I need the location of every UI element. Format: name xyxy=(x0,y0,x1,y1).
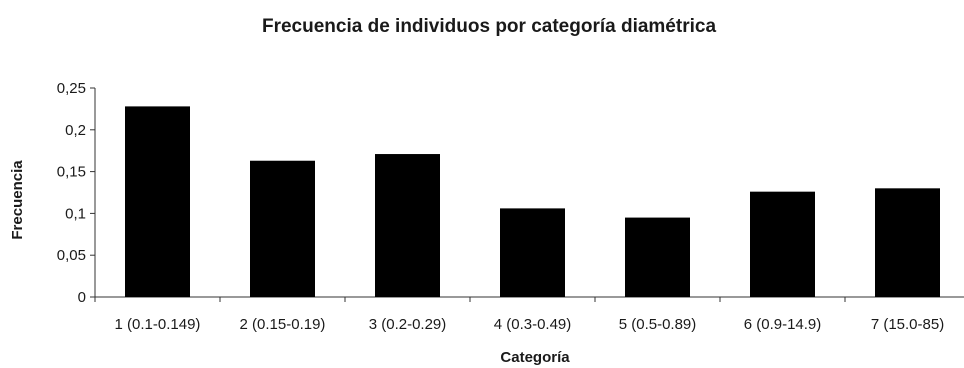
y-tick-label: 0,2 xyxy=(65,122,86,139)
y-tick-label: 0,15 xyxy=(57,164,86,181)
y-axis-title: Frecuencia xyxy=(9,160,26,240)
y-tick-label: 0,1 xyxy=(65,205,86,222)
x-tick-label: 1 (0.1-0.149) xyxy=(115,316,201,333)
x-axis-title: Categoría xyxy=(500,349,570,366)
bar xyxy=(875,188,940,297)
y-axis-ticks: 0 0,05 0,1 0,15 0,2 0,25 xyxy=(57,80,95,306)
x-tick-label: 5 (0.5-0.89) xyxy=(619,316,697,333)
y-tick-label: 0,05 xyxy=(57,247,86,264)
chart-title: Frecuencia de individuos por categoría d… xyxy=(262,16,716,37)
bar xyxy=(625,217,690,297)
x-tick-label: 6 (0.9-14.9) xyxy=(744,316,822,333)
bar-series xyxy=(125,106,940,297)
y-tick-label: 0,25 xyxy=(57,80,86,97)
y-tick-label: 0 xyxy=(78,289,86,306)
x-axis-ticks xyxy=(94,297,846,302)
bar xyxy=(250,160,315,297)
x-axis-tick-labels: 1 (0.1-0.149) 2 (0.15-0.19) 3 (0.2-0.29) 4 … xyxy=(115,316,945,333)
bar xyxy=(375,154,440,297)
x-tick-label: 3 (0.2-0.29) xyxy=(369,316,447,333)
x-tick-label: 2 (0.15-0.19) xyxy=(240,316,326,333)
x-tick-label: 4 (0.3-0.49) xyxy=(494,316,572,333)
bar xyxy=(750,191,815,297)
bar xyxy=(500,208,565,297)
bar xyxy=(125,106,190,297)
x-tick-label: 7 (15.0-85) xyxy=(871,316,944,333)
